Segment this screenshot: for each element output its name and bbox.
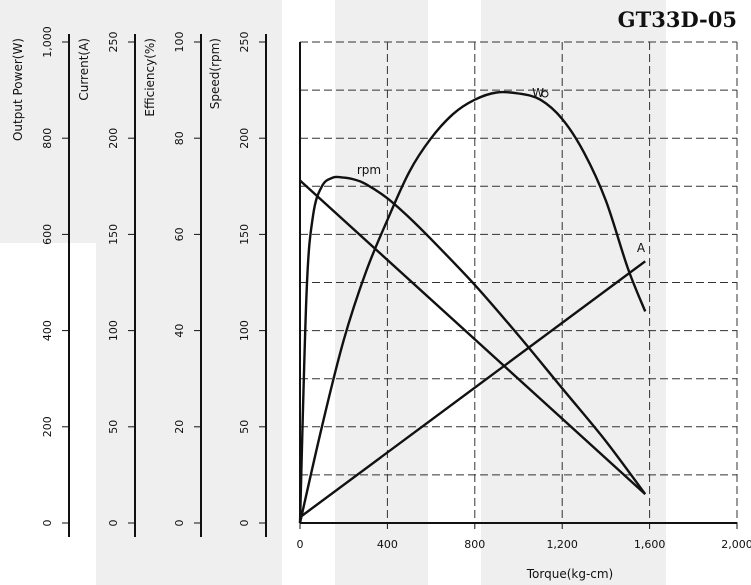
series-line-a: [299, 260, 646, 519]
power-tick-label: 800: [41, 128, 54, 149]
power-tick-label: 0: [41, 520, 54, 527]
efficiency-tick-label: 40: [173, 324, 186, 338]
efficiency-tick-label: 80: [173, 131, 186, 145]
efficiency-tick-label: 100: [173, 32, 186, 53]
series-label-a: A: [637, 241, 646, 255]
speed-axis-title: Speed(rpm): [208, 38, 222, 109]
labels: 0 400 800 1,200 1,600 2,00002004006008001,000…: [11, 26, 751, 551]
current-tick-label: 200: [107, 128, 120, 149]
efficiency-tick-label: 60: [173, 227, 186, 241]
current-axis-title: Current(A): [77, 38, 91, 101]
current-tick-label: 150: [107, 224, 120, 245]
speed-tick-label: 200: [238, 128, 251, 149]
current-tick-label: 100: [107, 320, 120, 341]
series-label-w: W: [532, 86, 544, 100]
current-tick-label: 50: [107, 420, 120, 434]
x-tick-label: 800: [464, 538, 485, 551]
efficiency-tick-label: 0: [173, 520, 186, 527]
x-tick-label: 2,000: [721, 538, 751, 551]
grid: [300, 41, 738, 523]
series-label-rpm: rpm: [357, 163, 381, 177]
speed-tick-label: 250: [238, 32, 251, 53]
axes: [62, 34, 738, 537]
w-label-marker: [541, 90, 549, 98]
x-axis-title: Torque(kg-cm): [526, 567, 614, 581]
x-tick-label: 1,200: [546, 538, 578, 551]
speed-tick-label: 0: [238, 520, 251, 527]
series: [298, 90, 647, 524]
series-line-w: [298, 90, 647, 524]
efficiency-axis-title: Efficiency(%): [143, 38, 157, 117]
speed-tick-label: 50: [238, 420, 251, 434]
x-tick-label: 1,600: [634, 538, 666, 551]
power-tick-label: 200: [41, 416, 54, 437]
speed-tick-label: 100: [238, 320, 251, 341]
x-tick-label: 0: [297, 538, 304, 551]
current-tick-label: 250: [107, 32, 120, 53]
x-tick-label: 400: [377, 538, 398, 551]
series-line-speed: [299, 179, 647, 496]
speed-tick-label: 150: [238, 224, 251, 245]
current-tick-label: 0: [107, 520, 120, 527]
power-tick-label: 1,000: [41, 26, 54, 58]
power-axis-title: Output Power(W): [11, 38, 25, 141]
power-tick-label: 400: [41, 320, 54, 341]
chart-title: GT33D-05: [618, 7, 737, 32]
series-line-rpm: [298, 175, 647, 524]
power-tick-label: 600: [41, 224, 54, 245]
efficiency-tick-label: 20: [173, 420, 186, 434]
